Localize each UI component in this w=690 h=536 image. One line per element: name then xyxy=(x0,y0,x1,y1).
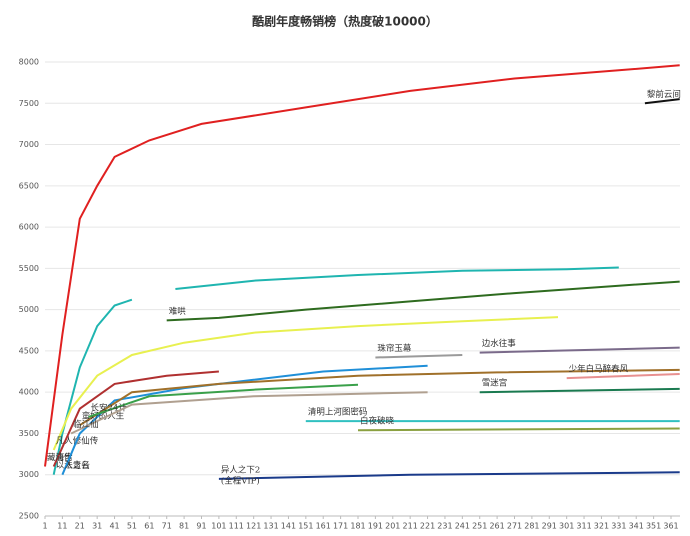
x-tick-label: 101 xyxy=(211,522,226,531)
x-tick-label: 61 xyxy=(144,522,154,531)
annotation: (全程VIP) xyxy=(221,475,260,486)
y-tick-label: 5000 xyxy=(19,305,39,314)
x-tick-label: 111 xyxy=(229,522,244,531)
chart-title: 酷剧年度畅销榜（热度破10000） xyxy=(252,14,438,29)
series-line xyxy=(218,471,680,480)
series-line xyxy=(52,266,619,475)
x-tick-label: 161 xyxy=(316,522,331,531)
x-tick-label: 11 xyxy=(57,522,67,531)
x-tick-label: 131 xyxy=(263,522,278,531)
y-tick-label: 6500 xyxy=(19,181,39,190)
x-tick-label: 171 xyxy=(333,522,348,531)
series-line xyxy=(566,373,680,380)
y-tick-label: 7000 xyxy=(19,140,39,149)
series-label: 异人之下2 xyxy=(221,464,260,475)
series-line xyxy=(479,346,680,354)
x-tick-label: 291 xyxy=(542,522,557,531)
series-line xyxy=(52,316,559,451)
x-tick-label: 141 xyxy=(281,522,296,531)
x-tick-label: 251 xyxy=(472,522,487,531)
x-tick-label: 271 xyxy=(507,522,522,531)
x-tick-label: 51 xyxy=(127,522,137,531)
x-tick-label: 91 xyxy=(196,522,206,531)
series-label: 清明上河图密码 xyxy=(308,407,368,418)
series-label: 少年白马醉春风 xyxy=(569,364,629,375)
y-tick-label: 3500 xyxy=(19,429,39,438)
x-tick-label: 191 xyxy=(368,522,383,531)
x-tick-label: 81 xyxy=(179,522,189,531)
x-tick-label: 241 xyxy=(455,522,470,531)
x-tick-label: 71 xyxy=(162,522,172,531)
x-tick-label: 331 xyxy=(611,522,626,531)
x-tick-label: 341 xyxy=(629,522,644,531)
series-line xyxy=(644,98,680,105)
x-tick-label: 21 xyxy=(75,522,85,531)
x-tick-label: 231 xyxy=(437,522,452,531)
x-tick-label: 31 xyxy=(92,522,102,531)
series-line xyxy=(79,368,680,427)
series-line xyxy=(479,387,680,394)
y-tick-label: 4500 xyxy=(19,346,39,355)
series-label: 蛮好的人生 xyxy=(82,411,125,422)
y-tick-label: 8000 xyxy=(19,58,39,67)
series-line xyxy=(166,280,680,322)
series-label: 难哄 xyxy=(169,306,187,317)
x-tick-label: 1 xyxy=(42,522,47,531)
y-tick-label: 4000 xyxy=(19,388,39,397)
x-tick-label: 301 xyxy=(559,522,574,531)
series-line xyxy=(70,391,428,435)
series-line xyxy=(357,427,680,432)
y-tick-label: 5500 xyxy=(19,264,39,273)
y-tick-label: 2500 xyxy=(19,512,39,521)
x-tick-label: 181 xyxy=(350,522,365,531)
x-tick-label: 201 xyxy=(385,522,400,531)
y-tick-label: 6000 xyxy=(19,223,39,232)
y-tick-label: 7500 xyxy=(19,99,39,108)
series-line xyxy=(375,354,463,359)
series-line xyxy=(52,370,219,467)
x-tick-label: 211 xyxy=(403,522,418,531)
x-tick-label: 261 xyxy=(489,522,504,531)
series-label: 雪迷宫 xyxy=(482,378,508,389)
x-tick-label: 361 xyxy=(663,522,678,531)
x-tick-label: 281 xyxy=(524,522,539,531)
x-tick-label: 311 xyxy=(576,522,591,531)
series-line xyxy=(88,383,359,418)
series-label: 长安24计 xyxy=(90,402,127,413)
series-label: 入青云 xyxy=(64,460,90,471)
series-label: 黎前云间 xyxy=(647,89,681,100)
series-label: 藏海传 xyxy=(47,452,73,463)
series-label: 以法之名 xyxy=(56,460,90,471)
series-label: 临江仙 xyxy=(73,419,99,430)
series-line xyxy=(44,64,680,467)
x-tick-label: 351 xyxy=(646,522,661,531)
x-tick-label: 121 xyxy=(246,522,261,531)
x-tick-label: 221 xyxy=(420,522,435,531)
series-label: 唐宫 xyxy=(56,452,73,463)
x-tick-label: 41 xyxy=(109,522,119,531)
series-label: 珠帘玉幕 xyxy=(377,343,412,354)
series-label: 边水往事 xyxy=(482,338,517,349)
y-tick-label: 3000 xyxy=(19,470,39,479)
x-tick-label: 321 xyxy=(594,522,609,531)
x-tick-label: 151 xyxy=(298,522,313,531)
series-label: 白夜破晓 xyxy=(360,416,395,427)
